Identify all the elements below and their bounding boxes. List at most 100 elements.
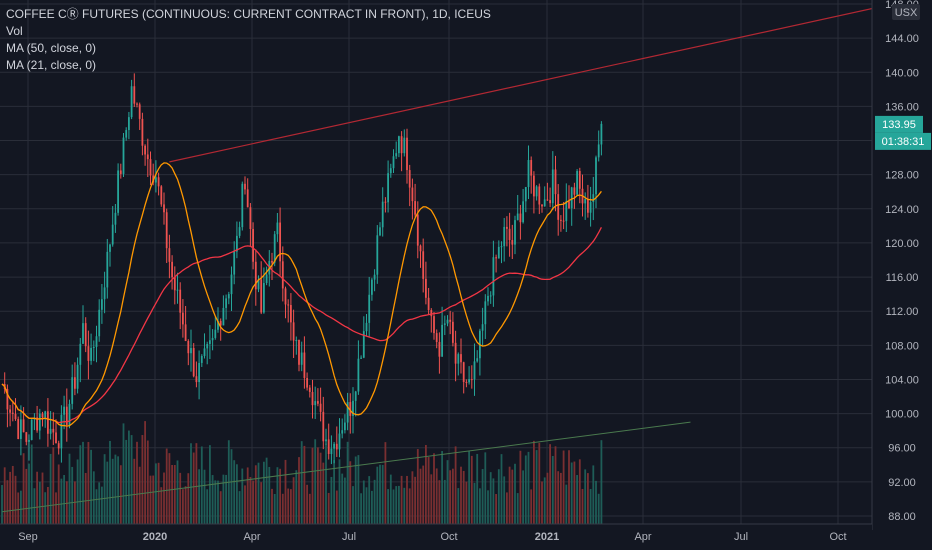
volume-bar [379, 464, 381, 524]
volume-bar [400, 475, 403, 524]
candle-body [271, 260, 273, 263]
volume-bar [479, 488, 481, 524]
volume-bar [516, 493, 519, 524]
candle-body [95, 336, 98, 347]
volume-bar [311, 447, 314, 524]
candle-body [371, 279, 373, 295]
ma50-line [1, 227, 602, 424]
volume-bar [408, 488, 411, 524]
candle-body [449, 319, 452, 322]
currency-badge[interactable] [892, 4, 920, 20]
candle-body [20, 419, 22, 439]
candle-body [443, 323, 446, 325]
x-tick-label: Jul [342, 531, 356, 543]
candle-body [130, 86, 133, 118]
volume-bar [554, 446, 557, 524]
candle-body [287, 304, 290, 306]
candle-body [190, 348, 192, 354]
candle-body [292, 322, 295, 341]
candle-body [141, 118, 144, 146]
candle-body [101, 299, 103, 310]
candle-body [125, 130, 128, 138]
candle-body [281, 261, 284, 289]
volume-bar [441, 451, 443, 524]
volume-bar [435, 468, 438, 524]
volume-bar [327, 492, 330, 524]
candle-body [500, 246, 503, 248]
volume-bar [387, 489, 389, 524]
lower-trendline[interactable] [1, 421, 691, 513]
volume-bar [249, 477, 252, 524]
candle-body [236, 235, 238, 252]
volume-bar [360, 493, 362, 524]
volume-bar [141, 435, 144, 524]
candle-body [254, 261, 257, 290]
candle-body [565, 201, 568, 222]
candle-body [103, 287, 106, 300]
candle-body [209, 340, 211, 344]
candle-body [452, 321, 454, 343]
ma21-indicator-label[interactable]: MA (21, close, 0) [6, 58, 97, 72]
candle-body [535, 186, 538, 197]
volume-bar [546, 472, 549, 524]
candle-body [395, 153, 398, 157]
volume-bar [389, 474, 392, 524]
volume-bar [52, 447, 55, 524]
candle-body [430, 310, 433, 317]
volume-bar [344, 477, 346, 524]
candle-body [47, 411, 49, 434]
volume-bar [173, 465, 176, 524]
volume-bar [182, 489, 184, 524]
volume-bar [238, 491, 241, 524]
candle-body [408, 170, 411, 188]
volume-bar [581, 488, 584, 524]
last-price-badge [875, 115, 923, 133]
volume-bar [20, 490, 22, 524]
volume-bar [246, 467, 249, 524]
candle-body [244, 183, 246, 190]
volume-indicator-label[interactable]: Vol [6, 24, 23, 38]
countdown-label: 01:38:31 [882, 136, 925, 148]
candle-body [484, 301, 487, 325]
candle-body [543, 199, 546, 207]
candle-body [541, 204, 543, 207]
candle-body [246, 189, 249, 208]
volume-bar [98, 482, 101, 524]
candle-body [225, 298, 227, 308]
candle-body [554, 169, 557, 195]
time-axis[interactable] [0, 524, 872, 550]
candle-body [425, 278, 427, 298]
volume-bar [481, 469, 484, 524]
candle-body [573, 187, 576, 195]
volume-bar [95, 489, 98, 524]
volume-bar [155, 463, 157, 524]
volume-bar [152, 475, 155, 524]
volume-bar [524, 455, 527, 524]
x-tick-label: Oct [440, 531, 457, 543]
symbol-title[interactable]: COFFEE CⓇ FUTURES (CONTINUOUS: CURRENT C… [6, 7, 491, 21]
volume-bar [122, 423, 125, 524]
volume-bar [211, 475, 214, 524]
candle-body [327, 439, 330, 455]
volume-bar [411, 471, 414, 524]
candle-body [422, 251, 425, 279]
candle-body [341, 430, 344, 434]
candle-body [41, 413, 44, 418]
upper-trendline[interactable] [169, 3, 894, 163]
last-price-label: 133.95 [882, 119, 916, 131]
y-tick-label: 104.00 [885, 374, 919, 386]
ma50-indicator-label[interactable]: MA (50, close, 0) [6, 41, 97, 55]
volume-bar [79, 445, 82, 524]
candle-body [87, 346, 90, 361]
volume-bar [190, 443, 192, 524]
candle-body [238, 227, 241, 236]
price-axis[interactable] [872, 0, 932, 550]
volume-bar [557, 471, 560, 524]
volume-bar [90, 449, 92, 524]
candle-body [368, 294, 371, 323]
volume-bar [130, 435, 133, 524]
volume-bar [149, 475, 152, 524]
volume-bar [179, 472, 182, 524]
volume-bar [368, 476, 371, 524]
